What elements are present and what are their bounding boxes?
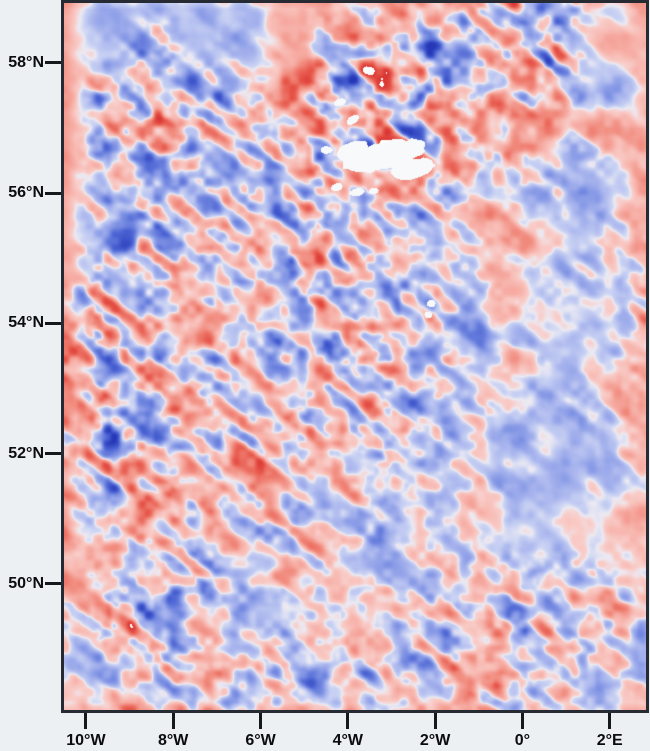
map-plot-frame bbox=[61, 0, 649, 713]
x-tick-label: 10°W bbox=[66, 732, 106, 749]
y-tick-mark bbox=[45, 321, 61, 325]
x-tick-label: 4°W bbox=[332, 732, 364, 749]
x-tick-mark bbox=[433, 713, 437, 729]
heatmap-canvas bbox=[64, 3, 646, 710]
y-tick-mark bbox=[45, 191, 61, 195]
y-tick-label: 58°N bbox=[8, 53, 44, 71]
y-tick-mark bbox=[45, 582, 61, 586]
y-tick-label: 50°N bbox=[8, 574, 44, 592]
x-tick-mark bbox=[608, 713, 612, 729]
x-tick-label: 6°W bbox=[245, 732, 276, 749]
x-tick-label: 8°W bbox=[158, 732, 189, 749]
x-tick-label: 2°W bbox=[419, 732, 451, 749]
x-tick-label: 2°E bbox=[596, 732, 623, 749]
y-tick-mark bbox=[45, 452, 61, 456]
x-tick-mark bbox=[171, 713, 175, 729]
x-tick-mark bbox=[259, 713, 263, 729]
y-tick-label: 52°N bbox=[8, 444, 44, 462]
y-tick-label: 56°N bbox=[8, 184, 44, 202]
y-tick-mark bbox=[45, 61, 61, 65]
y-tick-label: 54°N bbox=[8, 314, 44, 332]
x-tick-mark bbox=[520, 713, 524, 729]
x-tick-mark bbox=[84, 713, 88, 729]
x-tick-label: 0° bbox=[514, 732, 531, 749]
x-tick-mark bbox=[346, 713, 350, 729]
